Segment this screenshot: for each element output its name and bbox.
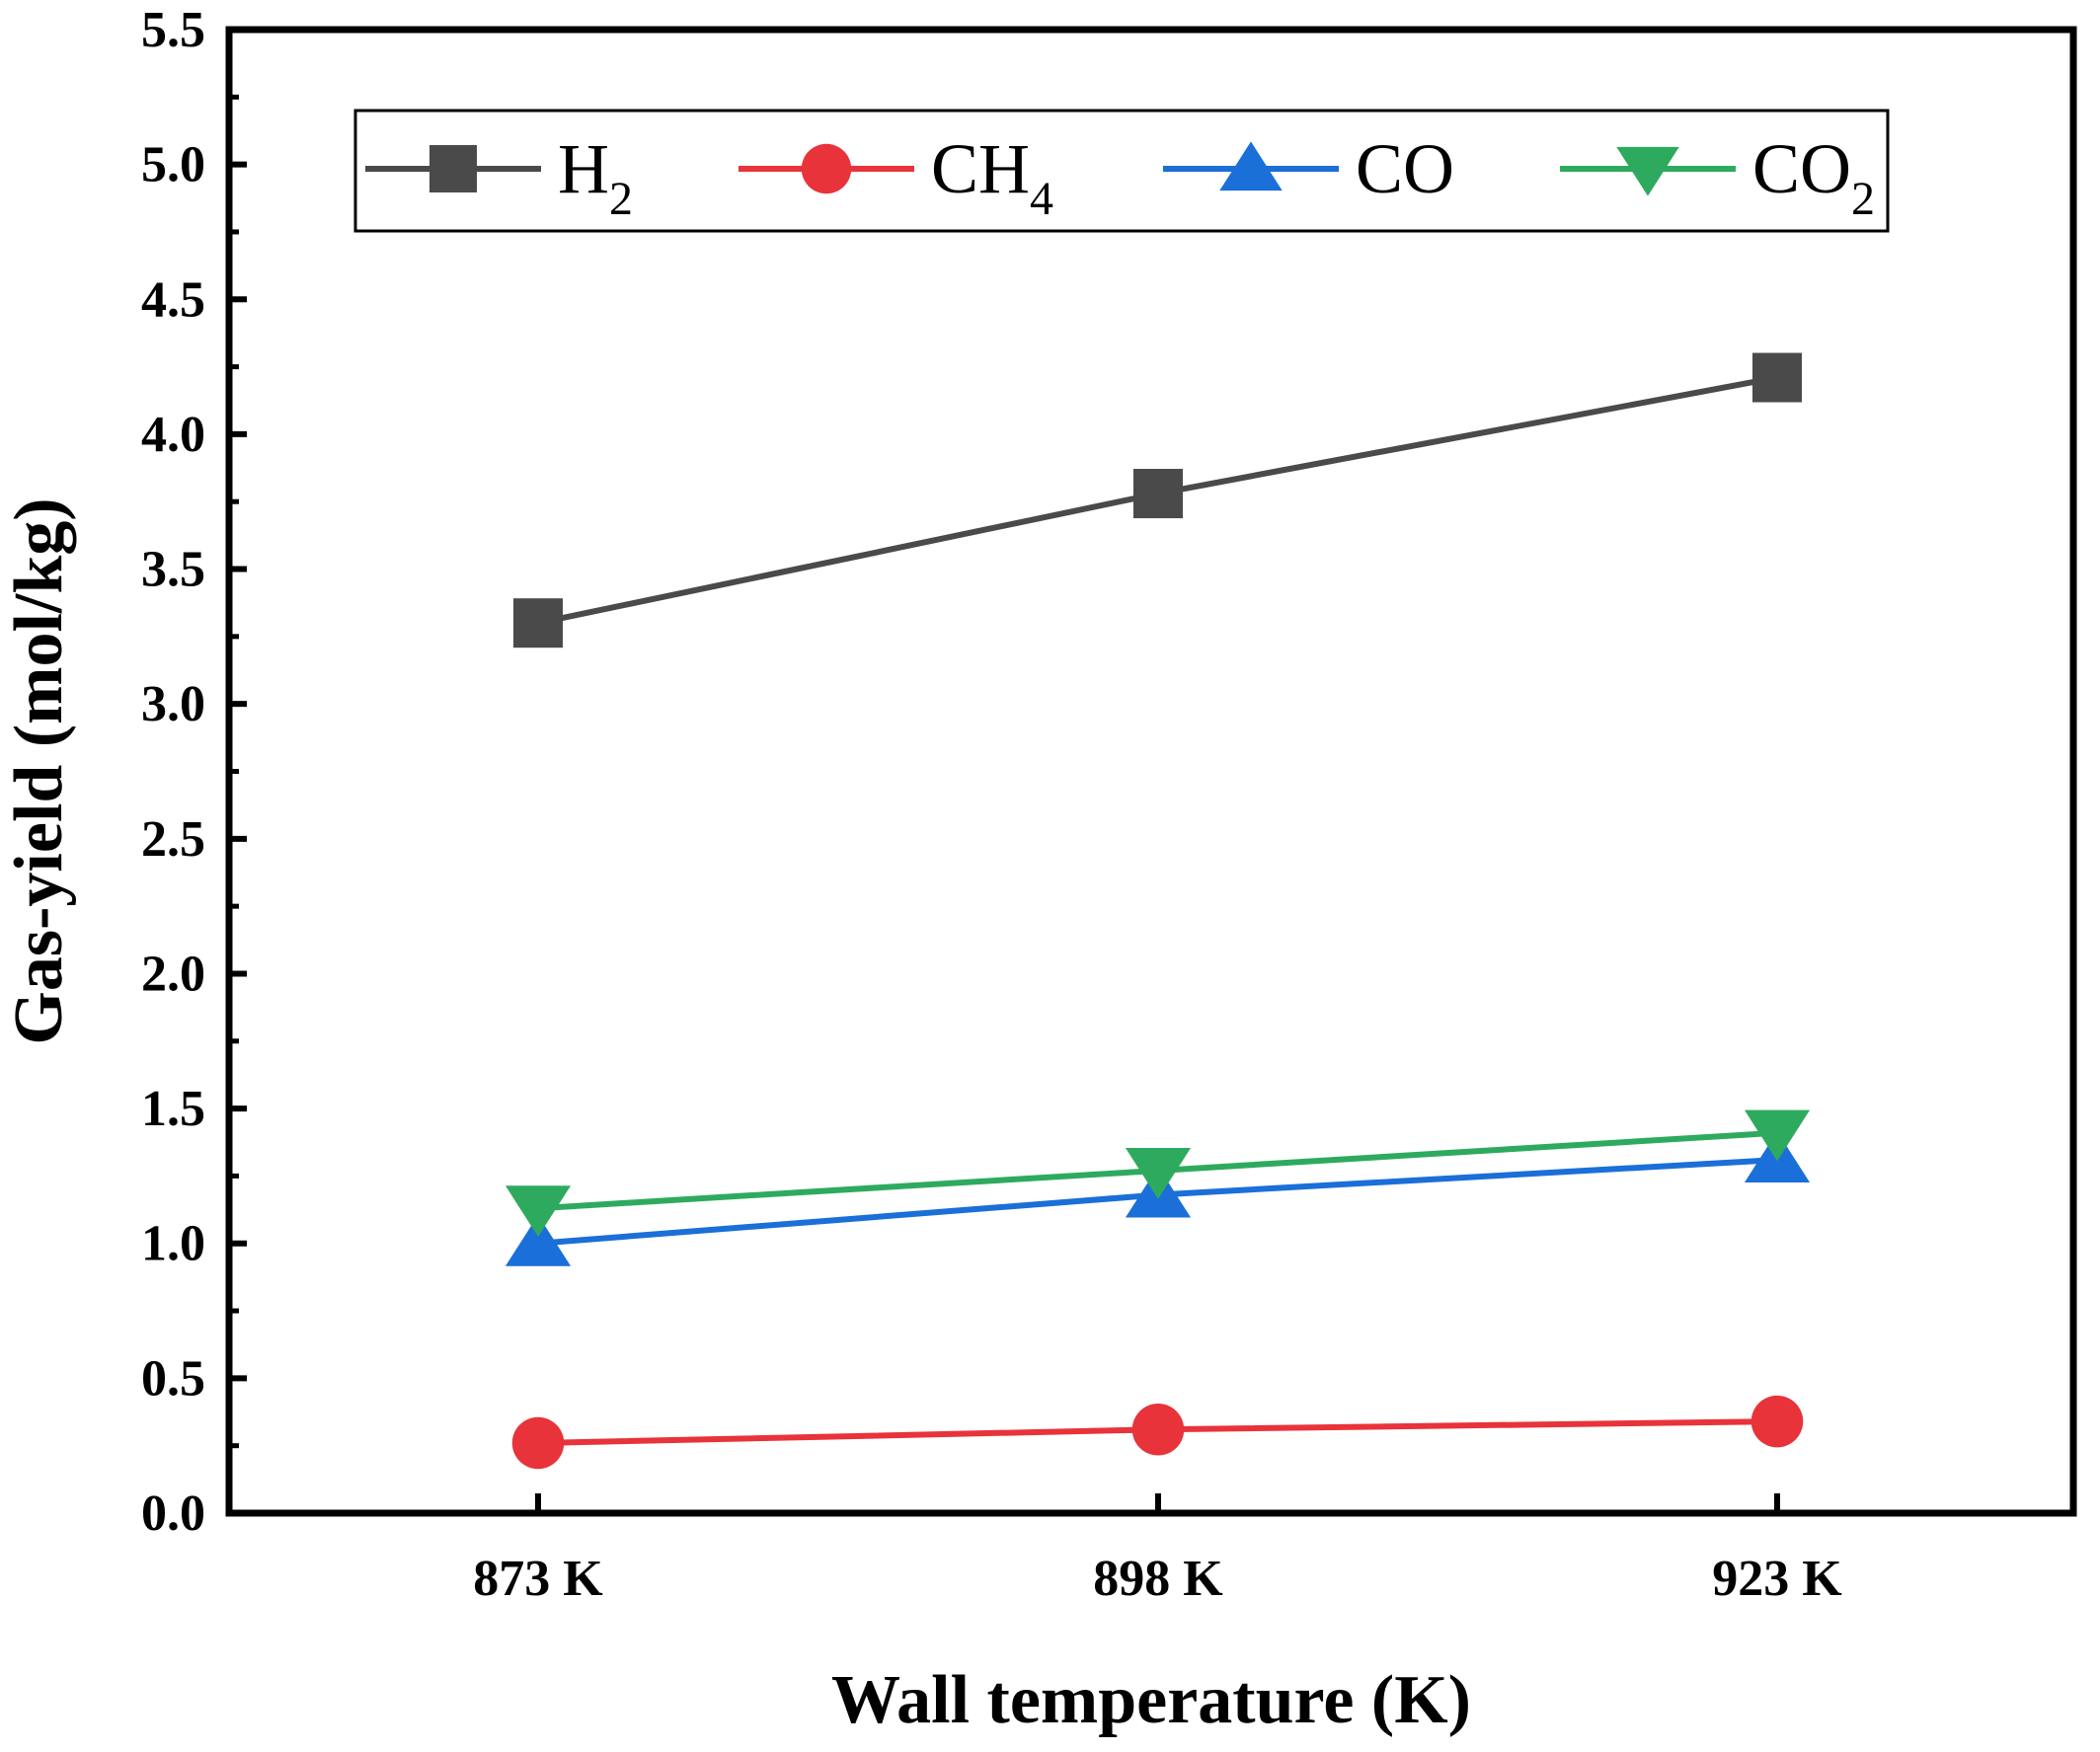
y-tick-label: 2.5 <box>141 811 205 868</box>
legend-label-base: H <box>558 129 609 208</box>
legend-label-ch4: CH4 <box>931 129 1053 225</box>
x-tick-label: 873 K <box>473 1551 603 1607</box>
plot-frame <box>225 26 2077 1517</box>
data-point-co2 <box>1744 1109 1811 1162</box>
legend-marker-co2 <box>1616 146 1679 196</box>
data-point-co <box>505 1214 572 1266</box>
y-tick-label: 4.5 <box>141 271 205 328</box>
data-point-co2 <box>1125 1147 1192 1199</box>
data-point-h2 <box>1133 469 1183 519</box>
y-tick-label: 1.0 <box>141 1216 205 1272</box>
y-tick-label: 1.5 <box>141 1081 205 1137</box>
y-tick-label: 3.0 <box>141 676 205 732</box>
legend-label-subscript: 2 <box>1851 173 1875 225</box>
legend-label-subscript: 4 <box>1030 173 1053 225</box>
data-point-h2 <box>513 598 563 648</box>
legend-marker-h2 <box>429 145 477 192</box>
data-point-ch4 <box>1131 1404 1185 1456</box>
x-tick-label: 923 K <box>1712 1551 1842 1607</box>
legend-label-co2: CO2 <box>1752 129 1875 225</box>
y-tick-label: 0.0 <box>141 1485 205 1542</box>
y-tick-label: 3.5 <box>141 542 205 598</box>
y-tick-label: 0.5 <box>141 1350 205 1407</box>
y-tick-label: 2.0 <box>141 946 205 1002</box>
y-tick-label: 4.0 <box>141 407 205 463</box>
legend-label-base: CO <box>1356 129 1454 208</box>
legend-label-base: CO <box>1752 129 1851 208</box>
legend-label-subscript: 2 <box>609 173 633 225</box>
data-point-ch4 <box>511 1416 565 1470</box>
data-point-co2 <box>505 1185 572 1237</box>
x-tick-label: 898 K <box>1093 1551 1223 1607</box>
legend-marker-ch4 <box>801 143 852 194</box>
y-tick-label: 5.0 <box>141 137 205 193</box>
legend-label-h2: H2 <box>558 129 633 225</box>
data-point-ch4 <box>1750 1395 1804 1448</box>
legend-marker-co <box>1219 141 1283 191</box>
y-axis-title: Gas-yield (mol/kg) <box>1 497 77 1044</box>
data-point-h2 <box>1752 352 1802 403</box>
x-axis-title: Wall temperature (K) <box>831 1662 1471 1738</box>
y-tick-label: 5.5 <box>141 2 205 58</box>
legend-label-co: CO <box>1356 129 1454 208</box>
legend-label-base: CH <box>931 129 1030 208</box>
